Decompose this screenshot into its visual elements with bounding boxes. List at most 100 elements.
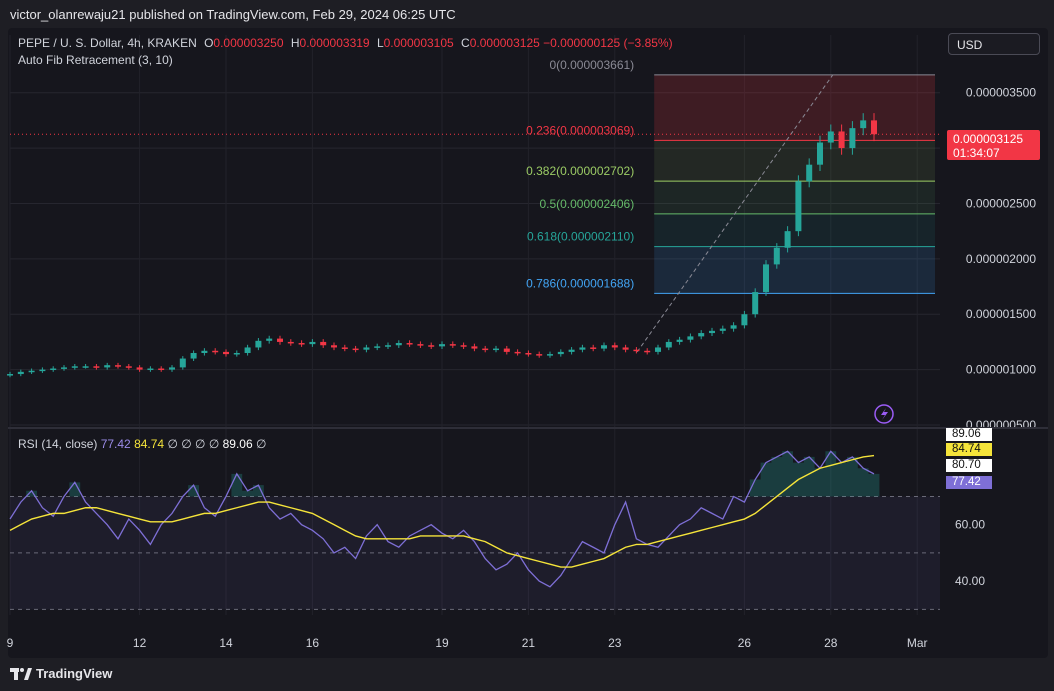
rsi-tag-lower: 80.70	[946, 459, 992, 472]
rsi-ma-value: 84.74	[134, 437, 165, 451]
candle-body	[471, 346, 478, 349]
time-axis-label: 26	[738, 636, 752, 650]
candle-body	[277, 338, 283, 342]
currency-button[interactable]: USD	[948, 33, 1040, 55]
high-label: H	[290, 36, 300, 50]
fib-zone	[654, 246, 935, 294]
candle-body	[730, 325, 737, 329]
last-price-tag: 0.000003125 01:34:07	[947, 130, 1040, 160]
fib-zone	[654, 213, 935, 247]
rsi-axis-label: 60.00	[955, 518, 985, 532]
candle-body	[655, 347, 661, 352]
alert-icon	[874, 404, 894, 424]
candle-body	[838, 131, 845, 149]
symbol-legend: PEPE / U. S. Dollar, 4h, KRAKEN O0.00000…	[18, 36, 673, 50]
candle-body	[449, 344, 456, 346]
candle-body	[190, 353, 197, 359]
time-axis-label: 14	[219, 636, 233, 650]
price-axis-label: 0.000003500	[966, 86, 1036, 100]
time-axis-label: 16	[306, 636, 320, 650]
candle-body	[687, 336, 694, 340]
candle-body	[104, 365, 111, 368]
candle-body	[763, 264, 769, 293]
candle-body	[82, 366, 89, 368]
candle-body	[568, 349, 575, 352]
candle-body	[320, 341, 327, 346]
candle-body	[71, 366, 78, 368]
candle-body	[698, 333, 705, 337]
candle-body	[212, 350, 219, 353]
candle-body	[233, 353, 240, 355]
candle-body	[309, 341, 316, 345]
candle-body	[676, 339, 683, 342]
rsi-value: 77.42	[100, 437, 131, 451]
candle-body	[773, 247, 780, 265]
price-axis-label: 0.000001500	[966, 307, 1036, 321]
last-price-value: 0.000003125	[953, 132, 1024, 146]
fib-zone	[654, 74, 935, 141]
symbol-title[interactable]: PEPE / U. S. Dollar, 4h, KRAKEN	[18, 36, 197, 50]
rsi-tag-upper: 89.06	[946, 428, 992, 441]
time-axis-label: 28	[824, 636, 838, 650]
candle-body	[482, 348, 489, 351]
candle-body	[741, 314, 748, 326]
candle-body	[611, 345, 618, 348]
candle-body	[590, 347, 597, 349]
fib-trend-line	[636, 74, 834, 353]
candle-body	[363, 347, 370, 350]
candle-body	[503, 348, 510, 352]
candle-body	[601, 345, 607, 349]
candle-body	[136, 367, 143, 370]
candle-body	[525, 353, 532, 355]
candle-body	[115, 365, 121, 367]
candle-body	[125, 366, 132, 368]
rsi-empty-values: ∅ ∅ ∅ ∅	[167, 437, 220, 451]
candle-body	[298, 343, 305, 345]
candle-body	[28, 370, 35, 373]
candle-body	[784, 231, 791, 248]
tradingview-logo[interactable]: TradingView	[10, 666, 112, 681]
price-axis-label: 0.000002000	[966, 252, 1036, 266]
candle-body	[266, 338, 273, 341]
candle-body	[806, 164, 813, 182]
publisher-credit: victor_olanrewaju21 published on Trading…	[10, 7, 456, 22]
lightning-icon	[881, 408, 888, 420]
candle-body	[514, 351, 521, 354]
candle-body	[395, 343, 402, 346]
candle-body	[849, 128, 856, 149]
price-axis-label: 0.000001000	[966, 363, 1036, 377]
rsi-legend[interactable]: RSI (14, close) 77.42 84.74 ∅ ∅ ∅ ∅ 89.0…	[18, 437, 266, 451]
candle-body	[644, 350, 651, 353]
close-label: C	[461, 36, 470, 50]
candle-body	[374, 346, 381, 348]
candle-body	[7, 374, 13, 376]
indicator-legend[interactable]: Auto Fib Retracement (3, 10)	[18, 53, 173, 67]
candle-body	[158, 368, 165, 371]
candle-body	[244, 347, 251, 353]
candle-body	[201, 350, 208, 353]
candle-body	[817, 142, 823, 165]
footer-brand: TradingView	[36, 666, 113, 681]
rsi-upper-value: 89.06	[222, 437, 253, 451]
open-value: 0.000003250	[213, 36, 284, 50]
candle-body	[871, 120, 877, 135]
time-axis-label: 23	[608, 636, 622, 650]
fib-level-label: 0.618(0.000002110)	[527, 230, 634, 244]
time-axis-label: 19	[435, 636, 449, 650]
fib-level-label: 0.236(0.000003069)	[526, 123, 634, 137]
candle-body	[39, 369, 46, 372]
candle-body	[795, 181, 802, 232]
candle-body	[17, 371, 24, 375]
rsi-empty-value: ∅	[256, 437, 267, 451]
candle-body	[417, 344, 424, 346]
candle-body	[385, 345, 391, 347]
time-axis-label: 9	[7, 636, 14, 650]
fib-level-label: 0.786(0.000001688)	[526, 276, 634, 290]
open-label: O	[204, 36, 214, 50]
candle-body	[622, 347, 629, 350]
fib-level-label: 0(0.000003661)	[549, 58, 634, 72]
high-value: 0.000003319	[299, 36, 370, 50]
candle-body	[557, 351, 564, 355]
time-axis-label: Mar	[907, 636, 928, 650]
